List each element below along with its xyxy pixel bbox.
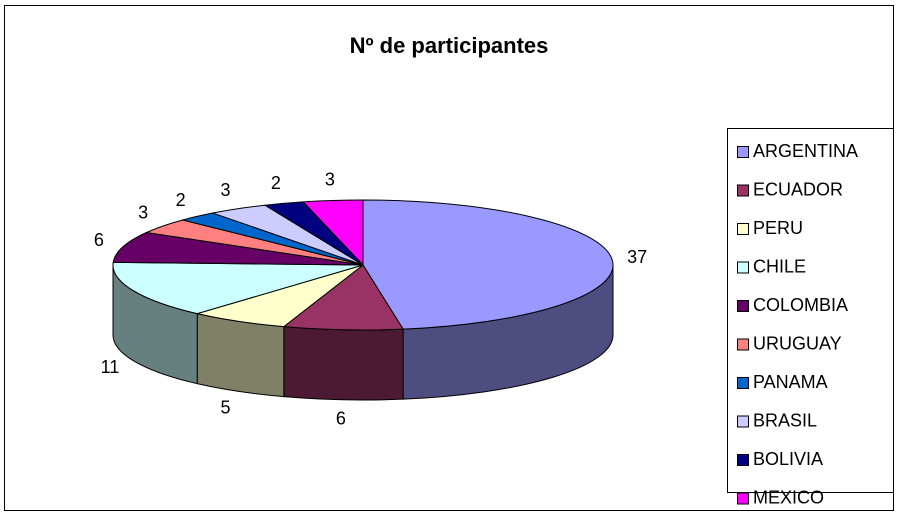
slice [112,231,364,266]
legend-label: ECUADOR [753,179,843,199]
legend-swatch [737,492,749,505]
legend-swatch [737,377,749,389]
data-label: 3 [325,169,335,189]
legend-swatch [737,184,749,197]
slice [362,199,614,330]
legend-label: ARGENTINA [753,141,858,161]
slice [112,261,364,315]
slice [282,264,404,331]
slice [302,199,364,267]
legend-label: COLOMBIA [753,295,848,315]
data-label: 2 [271,173,281,193]
legend-swatch [737,454,749,466]
legend-label: PANAMA [753,372,828,392]
data-label: 6 [94,230,104,250]
legend-label: URUGUAY [753,333,842,353]
data-label: 37 [627,247,647,267]
data-label: 3 [220,180,230,200]
data-label: 6 [336,408,346,428]
legend-swatch [737,415,749,428]
legend-label: PERU [753,218,803,238]
legend-swatch [737,261,749,274]
data-label: 11 [101,357,120,377]
data-label: 2 [176,190,186,210]
chart-title: Nº de participantes [350,33,549,58]
slice-side [196,313,285,398]
legend-swatch [737,223,749,235]
legend-swatch [737,300,749,312]
legend-label: CHILE [753,256,806,276]
legend-swatch [737,338,749,351]
legend-label: BRASIL [753,410,817,430]
legend-label: MEXICO [753,487,824,507]
data-label: 5 [220,397,230,417]
data-label: 3 [138,203,148,223]
legend-label: BOLIVIA [753,449,823,469]
legend-swatch [737,146,749,158]
legend-box [727,128,894,493]
slice-side [283,326,404,401]
